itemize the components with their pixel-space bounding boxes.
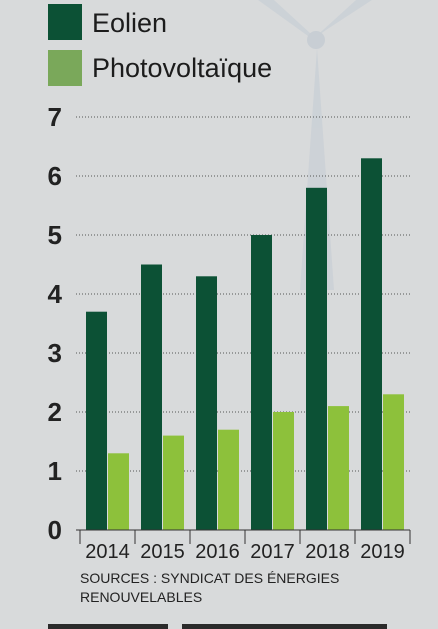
y-tick-label: 0 (48, 515, 62, 545)
bar-photovoltaique (273, 412, 294, 530)
legend-label-eolien: Eolien (92, 8, 167, 38)
source-line-1: SOURCES : SYNDICAT DES ÉNERGIES (80, 570, 339, 586)
bar-photovoltaique (108, 453, 129, 530)
x-tick-label: 2014 (85, 541, 130, 563)
x-tick-label: 2016 (195, 541, 240, 563)
gridlines (76, 116, 410, 472)
legend: Eolien Photovoltaïque (48, 4, 272, 86)
x-axis: 2014 2015 2016 2017 2018 2019 (76, 529, 411, 563)
bar-photovoltaique (163, 435, 184, 530)
y-tick-label: 5 (48, 220, 62, 250)
legend-label-photovoltaique: Photovoltaïque (92, 53, 272, 83)
bar-eolien (86, 311, 107, 530)
bar-eolien (361, 158, 382, 531)
x-tick-label: 2018 (305, 541, 350, 563)
y-tick-label: 3 (48, 338, 62, 368)
bar-eolien (306, 187, 327, 531)
legend-swatch-photovoltaique (48, 50, 82, 86)
x-tick-label: 2015 (140, 541, 185, 563)
bar-eolien (141, 264, 162, 530)
y-tick-label: 2 (48, 397, 62, 427)
source-line-2: RENOUVELABLES (80, 589, 202, 605)
y-tick-label: 4 (48, 279, 63, 309)
cut-off-text-fragment (48, 624, 387, 629)
y-tick-label: 6 (48, 161, 62, 191)
bars (86, 158, 404, 531)
bar-photovoltaique (218, 429, 239, 530)
y-axis: 0 1 2 3 4 5 6 7 (48, 102, 63, 545)
x-tick-label: 2019 (360, 541, 405, 563)
bar-photovoltaique (328, 406, 349, 530)
bar-photovoltaique (383, 394, 404, 530)
x-tick-label: 2017 (250, 541, 295, 563)
y-tick-label: 1 (48, 456, 62, 486)
y-tick-label: 7 (48, 102, 62, 132)
bar-eolien (196, 276, 217, 530)
legend-swatch-eolien (48, 4, 82, 40)
bar-eolien (251, 235, 272, 530)
